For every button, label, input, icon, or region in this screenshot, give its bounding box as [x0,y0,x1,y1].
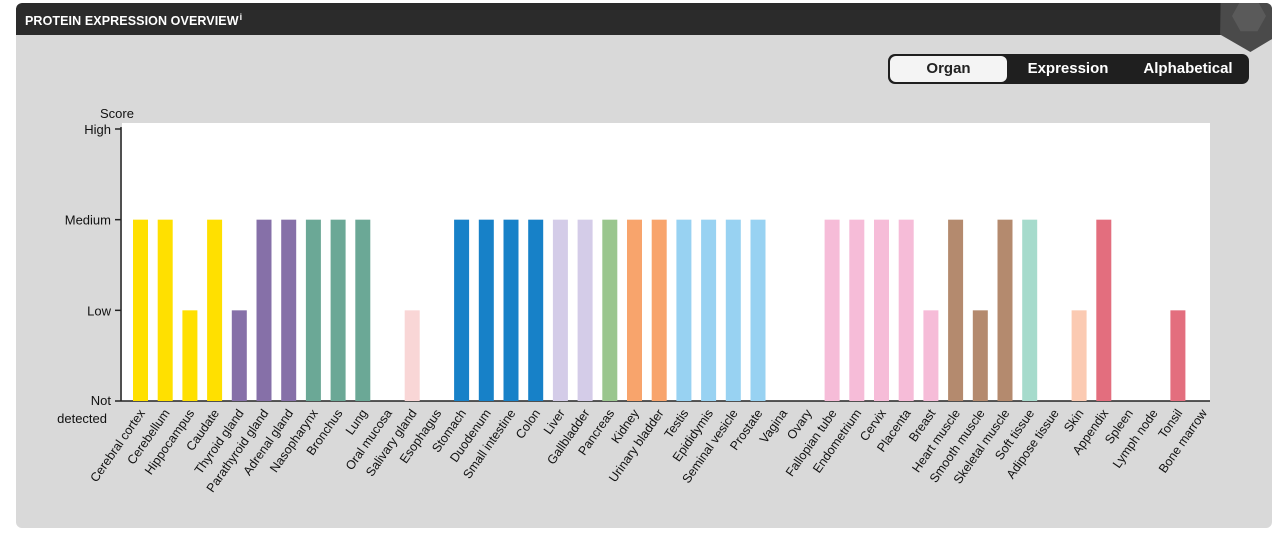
bar[interactable] [750,219,766,401]
bar[interactable] [898,219,914,401]
bar[interactable] [305,219,321,401]
y-tick-label: Medium [65,213,111,228]
bar[interactable] [528,219,544,401]
y-tick-label: Low [87,303,111,318]
bar[interactable] [923,310,939,401]
bars [133,219,1186,401]
bar[interactable] [627,219,642,401]
bar[interactable] [1022,219,1038,401]
y-axis-label: Score [100,106,134,121]
expression-chart: Score High Medium Low Not detected Cerebral … [57,106,1210,495]
sort-toggle: Organ Expression Alphabetical [888,54,1249,84]
bar[interactable] [701,219,717,401]
bar[interactable] [725,219,741,401]
bar[interactable] [281,219,297,401]
bar[interactable] [256,219,272,401]
info-icon[interactable]: i [239,12,243,22]
bar[interactable] [577,219,593,401]
bar[interactable] [651,219,667,401]
y-tick-label: Not detected [57,393,111,426]
bar[interactable] [355,219,371,401]
bar[interactable] [948,219,964,401]
bar[interactable] [676,219,692,401]
protein-expression-panel: PROTEIN EXPRESSION OVERVIEWi Organ Expre… [16,3,1272,528]
bar[interactable] [874,219,889,401]
bar[interactable] [182,310,198,401]
bar[interactable] [454,219,470,401]
bar[interactable] [972,310,988,401]
x-axis-labels: Cerebral cortexCerebellumHippocampusCaud… [87,406,1210,495]
x-tick-label: Colon [513,407,543,442]
bar[interactable] [824,219,840,401]
sort-tab-expression[interactable]: Expression [1027,60,1109,77]
bar[interactable] [231,310,247,401]
sort-tab-alphabetical[interactable]: Alphabetical [1143,60,1233,77]
bar[interactable] [404,310,420,401]
sort-tab-organ[interactable]: Organ [890,56,1007,82]
bar[interactable] [157,219,173,401]
bar[interactable] [1170,310,1186,401]
bar[interactable] [552,219,568,401]
bar[interactable] [849,219,865,401]
bar[interactable] [602,219,618,401]
bar[interactable] [207,219,223,401]
bar[interactable] [1071,310,1087,401]
bar[interactable] [1096,219,1112,401]
panel-title: PROTEIN EXPRESSION OVERVIEWi [25,12,243,29]
bar[interactable] [330,219,346,401]
bar[interactable] [478,219,494,401]
panel-header: PROTEIN EXPRESSION OVERVIEWi [16,3,1272,35]
y-tick-label: High [84,122,111,137]
bar[interactable] [997,219,1013,401]
bar[interactable] [503,219,519,401]
bar[interactable] [133,219,148,401]
